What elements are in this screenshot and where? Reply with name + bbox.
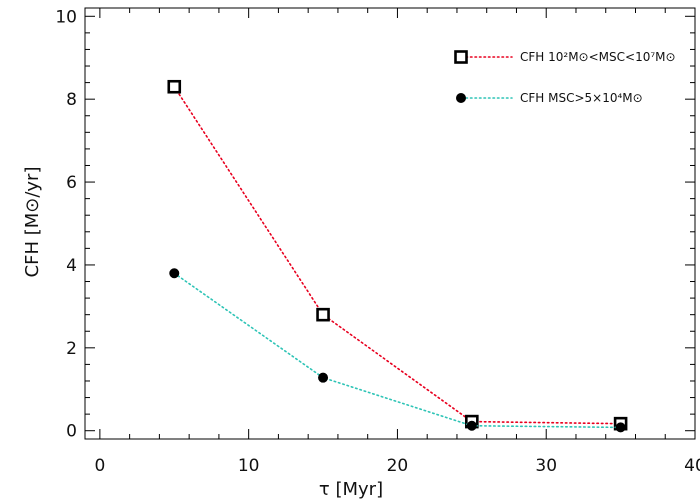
legend-item-1: CFH 10²M⊙<MSC<10⁷M⊙ — [454, 50, 676, 64]
y-tick-label: 8 — [66, 90, 77, 110]
legend-marker — [454, 50, 468, 64]
y-axis: 0 2 4 6 8 10 — [55, 7, 695, 442]
data-point — [466, 420, 477, 431]
series-1 — [167, 79, 628, 431]
y-tick-label: 2 — [66, 339, 77, 359]
x-tick-label: 40 — [684, 456, 700, 476]
legend-label: CFH 10²M⊙<MSC<10⁷M⊙ — [520, 50, 676, 64]
x-tick-label: 20 — [387, 456, 409, 476]
data-point — [167, 79, 182, 94]
y-axis-title: CFH [M⊙/yr] — [22, 167, 43, 278]
data-point — [318, 372, 329, 383]
data-point — [316, 307, 330, 322]
y-tick-label: 4 — [66, 256, 77, 276]
x-axis-title: τ [Myr] — [319, 479, 383, 500]
series-2 — [169, 268, 626, 433]
series-layer — [167, 79, 628, 433]
series-line — [173, 272, 622, 429]
legend-marker — [456, 93, 466, 103]
plot-area-frame — [84, 7, 696, 440]
data-point — [615, 422, 626, 433]
legend: CFH 10²M⊙<MSC<10⁷M⊙ CFH MSC>5×10⁴M⊙ — [454, 50, 676, 105]
y-tick-label: 6 — [66, 173, 77, 193]
data-point — [169, 268, 180, 279]
y-tick-label: 0 — [66, 422, 77, 442]
x-tick-label: 30 — [535, 456, 557, 476]
x-tick-label: 0 — [94, 456, 105, 476]
y-tick-label: 10 — [55, 7, 77, 27]
legend-label: CFH MSC>5×10⁴M⊙ — [520, 91, 643, 105]
x-axis: 0 10 20 30 40 — [94, 8, 700, 476]
x-tick-label: 10 — [238, 456, 260, 476]
legend-item-2: CFH MSC>5×10⁴M⊙ — [456, 91, 643, 105]
series-line — [173, 85, 622, 425]
